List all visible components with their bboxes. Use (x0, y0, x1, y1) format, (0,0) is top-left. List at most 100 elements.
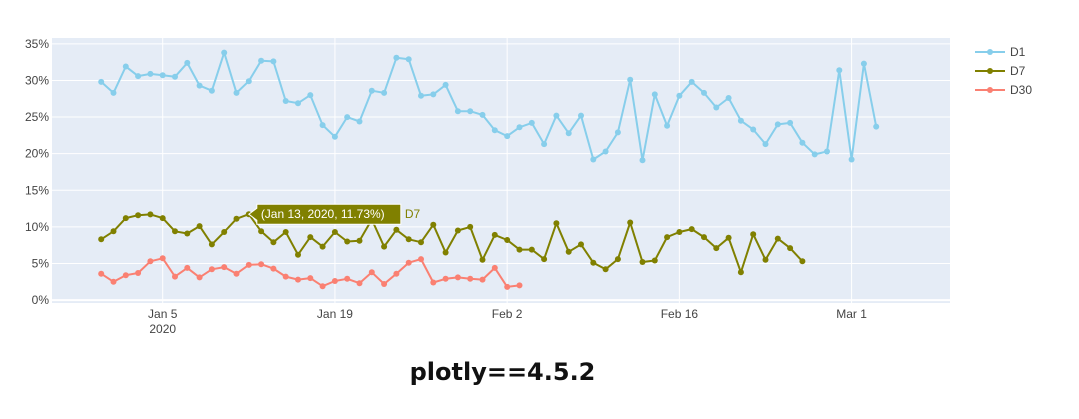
data-point[interactable] (528, 119, 535, 126)
data-point[interactable] (307, 92, 314, 99)
data-point[interactable] (504, 133, 511, 140)
data-point[interactable] (282, 98, 289, 104)
data-point[interactable] (233, 270, 240, 277)
data-point[interactable] (467, 223, 474, 230)
data-point[interactable] (454, 227, 461, 234)
data-point[interactable] (122, 63, 129, 70)
data-point[interactable] (307, 275, 314, 282)
data-point[interactable] (479, 111, 486, 118)
data-point[interactable] (541, 256, 548, 263)
data-point[interactable] (356, 118, 363, 125)
data-point[interactable] (196, 223, 203, 230)
data-point[interactable] (701, 89, 707, 96)
data-point[interactable] (135, 212, 142, 219)
data-point[interactable] (750, 126, 757, 133)
data-point[interactable] (331, 229, 338, 235)
data-point[interactable] (713, 104, 720, 111)
data-point[interactable] (565, 248, 572, 255)
data-point[interactable] (602, 266, 609, 273)
legend[interactable]: D1 D7 D30 (975, 45, 1032, 97)
data-point[interactable] (319, 122, 326, 129)
data-point[interactable] (208, 266, 215, 273)
data-point[interactable] (208, 241, 215, 248)
data-point[interactable] (799, 139, 806, 146)
data-point[interactable] (491, 264, 498, 271)
data-point[interactable] (245, 78, 252, 85)
data-point[interactable] (467, 275, 474, 282)
data-point[interactable] (172, 73, 178, 80)
data-point[interactable] (762, 256, 769, 263)
data-point[interactable] (774, 121, 781, 128)
data-point[interactable] (331, 278, 338, 284)
data-point[interactable] (270, 239, 277, 246)
data-point[interactable] (639, 259, 646, 265)
data-point[interactable] (824, 148, 830, 155)
data-point[interactable] (258, 261, 265, 268)
data-point[interactable] (270, 58, 277, 65)
data-point[interactable] (454, 108, 461, 115)
data-point[interactable] (454, 274, 461, 281)
data-point[interactable] (713, 245, 720, 252)
data-point[interactable] (799, 258, 806, 265)
data-point[interactable] (135, 73, 142, 80)
data-point[interactable] (578, 241, 584, 248)
data-point[interactable] (578, 112, 584, 119)
data-point[interactable] (393, 226, 400, 233)
data-point[interactable] (319, 243, 326, 250)
data-point[interactable] (405, 56, 412, 63)
data-point[interactable] (504, 237, 511, 243)
data-point[interactable] (282, 273, 289, 280)
data-point[interactable] (860, 60, 867, 67)
data-point[interactable] (159, 215, 166, 222)
data-point[interactable] (196, 82, 203, 89)
data-point[interactable] (627, 76, 634, 83)
data-point[interactable] (368, 87, 375, 94)
data-point[interactable] (147, 258, 154, 265)
data-point[interactable] (381, 243, 388, 250)
data-point[interactable] (836, 67, 843, 74)
data-point[interactable] (221, 264, 228, 271)
data-point[interactable] (344, 238, 351, 245)
data-point[interactable] (516, 282, 523, 289)
data-point[interactable] (787, 119, 794, 126)
data-point[interactable] (344, 275, 351, 282)
data-point[interactable] (381, 281, 388, 287)
data-point[interactable] (848, 156, 855, 163)
data-point[interactable] (208, 87, 215, 94)
data-point[interactable] (184, 59, 191, 66)
data-point[interactable] (196, 274, 203, 281)
data-point[interactable] (393, 270, 400, 277)
data-point[interactable] (184, 230, 191, 237)
data-point[interactable] (110, 89, 117, 96)
data-point[interactable] (737, 269, 744, 276)
data-point[interactable] (430, 279, 437, 286)
data-point[interactable] (491, 127, 498, 134)
data-point[interactable] (405, 236, 412, 243)
data-point[interactable] (172, 228, 178, 235)
data-point[interactable] (393, 54, 400, 61)
data-point[interactable] (110, 278, 117, 285)
data-point[interactable] (307, 234, 314, 241)
data-point[interactable] (750, 231, 757, 238)
data-point[interactable] (553, 220, 560, 227)
data-point[interactable] (295, 100, 301, 107)
data-point[interactable] (725, 95, 732, 101)
data-point[interactable] (479, 256, 486, 263)
data-point[interactable] (516, 246, 523, 253)
data-point[interactable] (553, 112, 560, 119)
data-point[interactable] (688, 78, 695, 85)
data-point[interactable] (159, 255, 166, 262)
data-point[interactable] (258, 57, 265, 64)
data-point[interactable] (122, 272, 129, 279)
data-point[interactable] (516, 124, 523, 131)
data-point[interactable] (627, 219, 634, 226)
data-point[interactable] (368, 269, 375, 276)
data-point[interactable] (221, 49, 228, 56)
data-point[interactable] (418, 92, 424, 99)
data-point[interactable] (147, 70, 154, 77)
data-point[interactable] (172, 273, 178, 280)
data-point[interactable] (331, 133, 338, 140)
data-point[interactable] (233, 215, 240, 222)
data-point[interactable] (541, 141, 548, 148)
data-point[interactable] (159, 72, 166, 79)
